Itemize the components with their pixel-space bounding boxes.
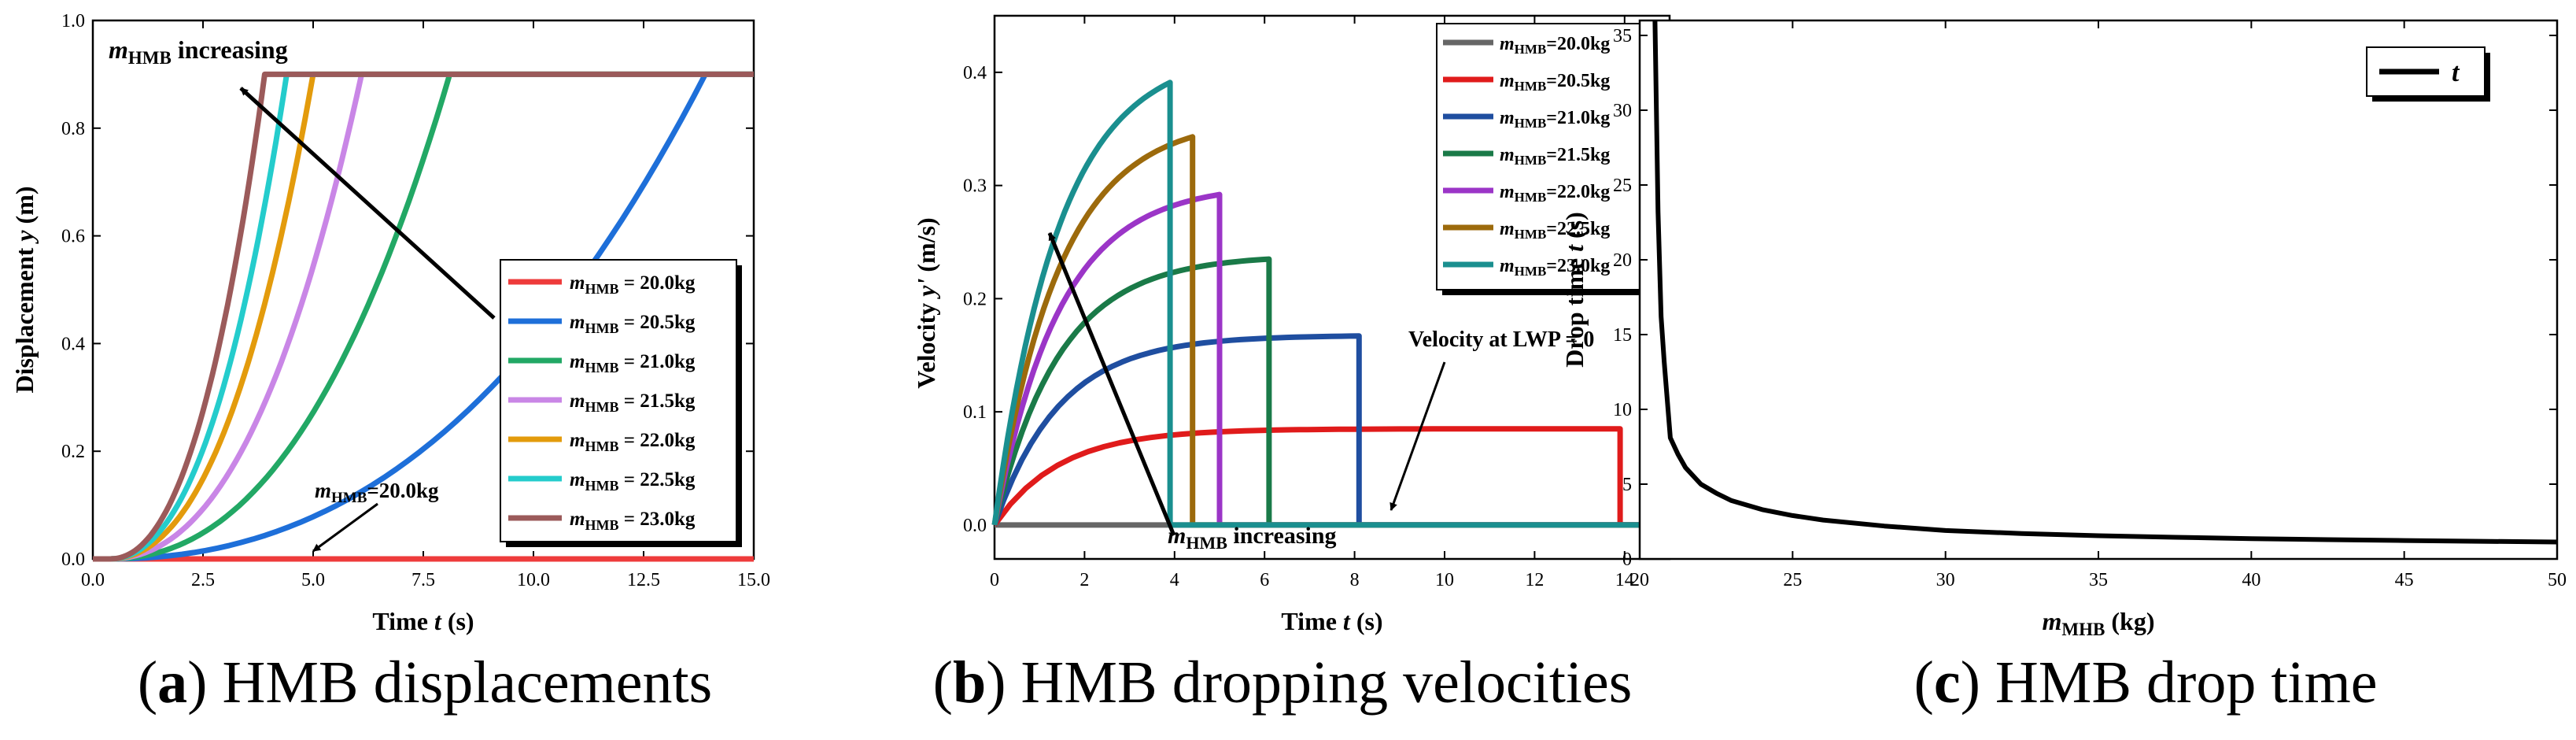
x-axis-label: mMHB (kg) — [2043, 607, 2155, 639]
annotation-arrow — [1047, 232, 1176, 536]
legend-box — [1436, 23, 1642, 290]
x-tick-label: 7.5 — [411, 570, 435, 590]
legend-label: mHMB = 20.0kg — [570, 272, 696, 297]
annotation-baseline-arrow — [312, 502, 378, 553]
y-tick-label: 15 — [1613, 325, 1632, 346]
x-tick-label: 0.0 — [81, 570, 105, 590]
series-line — [93, 71, 754, 562]
y-tick-label: 25 — [1613, 176, 1632, 196]
x-tick-label: 25 — [1783, 570, 1802, 590]
y-tick-label: 0.0 — [61, 549, 85, 570]
legend-label: mHMB=21.5kg — [1500, 145, 1610, 168]
series-line — [992, 426, 1670, 528]
x-tick-label: 2.5 — [191, 570, 215, 590]
caption-a-letter: a — [157, 649, 188, 716]
legend-label: mHMB = 21.5kg — [570, 390, 696, 415]
x-tick-label: 40 — [2242, 570, 2260, 590]
x-axis-label: Time t (s) — [372, 607, 474, 635]
series-line — [1652, 20, 2558, 545]
series-line — [991, 256, 1670, 528]
x-tick-label: 6 — [1260, 570, 1269, 590]
caption-c-text: HMB drop time — [1995, 649, 2378, 716]
x-tick-label: 12 — [1525, 570, 1544, 590]
y-tick-label: 0.8 — [61, 119, 85, 139]
legend-label: mHMB=22.5kg — [1500, 219, 1610, 242]
y-tick-label: 0.6 — [61, 227, 85, 247]
annotation-increasing: mHMB increasing — [109, 35, 288, 68]
x-tick-label: 35 — [2089, 570, 2108, 590]
y-tick-label: 5 — [1622, 475, 1632, 495]
plot-frame — [1638, 19, 2559, 561]
legend-label: mHMB = 22.0kg — [570, 430, 696, 454]
annotation-lwp-arrow — [1389, 361, 1446, 511]
x-tick-label: 10 — [1435, 570, 1454, 590]
y-axis-label: Displacement y (m) — [10, 186, 39, 393]
annotation-arrow — [239, 87, 496, 320]
y-tick-label: 0.3 — [963, 176, 987, 197]
legend-label: mHMB = 23.0kg — [570, 509, 696, 533]
legend-label: mHMB=20.0kg — [1500, 34, 1610, 57]
caption-a: (a) HMB displacements — [137, 649, 713, 716]
legend-label: mHMB=23.0kg — [1500, 256, 1610, 279]
panel-c-chart: 20 25 30 35 40 45 50 0 5 10 15 20 25 30 35 mMHB (kg) Dro… — [1560, 19, 2567, 639]
x-axis-label: Time t (s) — [1281, 607, 1382, 635]
legend-label: mHMB=22.0kg — [1500, 182, 1610, 205]
x-tick-label: 30 — [1936, 570, 1955, 590]
y-tick-label: 0.4 — [963, 63, 987, 83]
y-axis-label: Velocity y' (m/s) — [912, 217, 940, 388]
y-tick-label: 0.0 — [963, 516, 987, 536]
caption-a-text: HMB displacements — [222, 649, 713, 716]
caption-b-text: HMB dropping velocities — [1020, 649, 1633, 716]
annotation-lwp: Velocity at LWP = 0 — [1408, 327, 1594, 352]
legend-label: mHMB = 21.0kg — [570, 351, 696, 376]
panel-a-chart: 0.0 2.5 5.0 7.5 10.0 12.5 15.0 0.0 0.2 0.4 0.6 0.8 1… — [10, 11, 770, 635]
annotation-increasing: mHMB increasing — [1168, 523, 1337, 553]
y-tick-label: 20 — [1613, 250, 1632, 271]
x-tick-label: 8 — [1350, 570, 1360, 590]
x-tick-label: 0 — [990, 570, 999, 590]
x-tick-label: 5.0 — [301, 570, 325, 590]
x-tick-label: 15.0 — [737, 570, 770, 590]
series-line — [93, 71, 754, 562]
x-tick-label: 14 — [1615, 570, 1634, 590]
series-line — [93, 71, 754, 562]
x-tick-label: 50 — [2548, 570, 2567, 590]
x-tick-label: 20 — [1630, 570, 1649, 590]
caption-b: (b) HMB dropping velocities — [932, 649, 1633, 716]
y-tick-label: 0.2 — [963, 289, 987, 309]
annotation-baseline: mHMB=20.0kg — [315, 479, 439, 506]
panel-b-chart: 0 2 4 6 8 10 12 14 0.0 0.1 0.2 0.3 0.4 Time t (s) Velo… — [912, 14, 1671, 635]
caption-c: (c) HMB drop time — [1914, 649, 2378, 716]
legend-label: mHMB=21.0kg — [1500, 108, 1610, 131]
y-tick-label: 10 — [1613, 400, 1632, 420]
y-axis-label: Drop time t (s) — [1560, 212, 1589, 368]
x-tick-label: 45 — [2395, 570, 2414, 590]
series-line — [991, 333, 1670, 528]
x-tick-label: 12.5 — [627, 570, 660, 590]
caption-b-letter: b — [952, 649, 987, 716]
y-tick-label: 0.4 — [61, 334, 85, 354]
legend-label: mHMB = 20.5kg — [570, 312, 696, 336]
y-tick-label: 0.2 — [61, 442, 85, 462]
x-tick-label: 4 — [1170, 570, 1179, 590]
legend-label: mHMB=20.5kg — [1500, 71, 1610, 94]
y-tick-label: 0 — [1622, 549, 1632, 570]
series-line — [991, 80, 1670, 528]
y-tick-label: 35 — [1613, 26, 1632, 46]
x-tick-label: 10.0 — [517, 570, 550, 590]
y-tick-label: 30 — [1613, 101, 1632, 121]
y-tick-label: 0.1 — [963, 402, 987, 423]
caption-c-letter: c — [1933, 649, 1961, 716]
x-tick-label: 2 — [1079, 570, 1089, 590]
legend-label: t — [2452, 58, 2460, 87]
legend-label: mHMB = 22.5kg — [570, 469, 696, 494]
y-tick-label: 1.0 — [61, 11, 85, 31]
